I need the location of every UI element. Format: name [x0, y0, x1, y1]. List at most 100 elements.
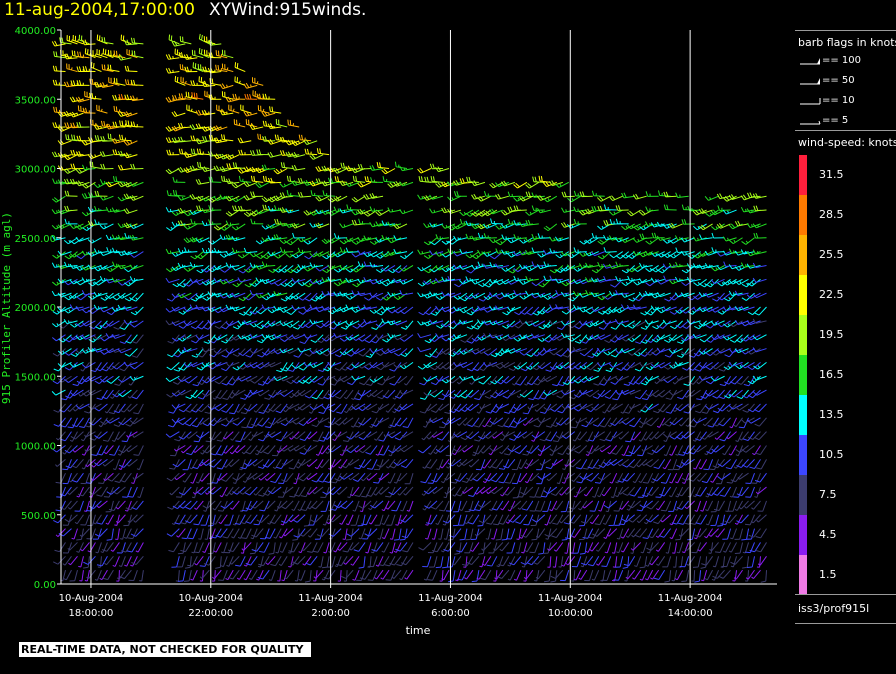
wind-barb-1490 [346, 248, 359, 253]
wind-barb-1044 [266, 556, 275, 564]
wind-barb-2035 [486, 529, 491, 540]
wind-barb-2268 [528, 404, 539, 409]
wind-barb-2 [55, 542, 66, 551]
wind-barb-2427 [564, 473, 574, 479]
wind-barb-2239 [523, 432, 533, 439]
wind-barb-116 [72, 459, 84, 467]
wind-barb-1134 [274, 234, 287, 239]
wind-barb-1669 [390, 556, 402, 565]
wind-barb-1413 [340, 515, 348, 525]
wind-barb-1553 [358, 164, 371, 169]
wind-barb-880 [229, 105, 240, 113]
wind-barb-1730 [404, 487, 413, 495]
wind-barb-289 [107, 529, 114, 541]
wind-barb-589 [178, 221, 191, 226]
wind-barb-208 [82, 182, 95, 188]
wind-barb-2282 [525, 210, 538, 215]
wind-barb-2176 [508, 515, 520, 523]
wind-barb-1169 [280, 182, 293, 187]
wind-barb-192 [84, 418, 95, 427]
wind-barb-1923 [460, 529, 467, 540]
wind-barb-1974 [460, 178, 473, 183]
wind-barb-2177 [511, 501, 521, 509]
wind-barb-2418 [555, 237, 568, 241]
wind-barb-1550 [359, 219, 371, 224]
wind-barb-2308 [532, 248, 545, 253]
wind-barb-1105 [268, 178, 281, 183]
wind-barb-2116 [497, 570, 509, 578]
wind-barb-381 [112, 138, 125, 143]
wind-barb-511 [167, 349, 179, 357]
wind-barb-1666 [383, 176, 395, 182]
wind-barb-1870 [445, 473, 455, 480]
wind-barb-2229 [524, 570, 533, 579]
wind-barb-1005 [251, 176, 263, 183]
wind-barb-945 [241, 105, 252, 113]
wind-barb-664 [191, 136, 203, 141]
wind-barb-884 [241, 542, 245, 553]
wind-barb-1332 [318, 418, 329, 423]
wind-barb-1912 [448, 276, 461, 281]
wind-barb-1409 [344, 570, 347, 581]
wind-barb-1735 [403, 418, 413, 428]
wind-barb-1463 [340, 223, 353, 227]
wind-barb-610 [186, 446, 197, 455]
wind-barb-1751 [424, 570, 431, 580]
wind-barb-915 [235, 62, 245, 71]
wind-barb-1265 [307, 542, 317, 552]
wind-barb-646 [191, 404, 203, 412]
wind-barb-63 [58, 165, 71, 170]
wind-barb-1777 [418, 168, 431, 173]
wind-barb-172 [76, 151, 89, 156]
wind-barb-65 [58, 140, 71, 145]
wind-barb-977 [244, 83, 257, 88]
wind-barb-1065 [262, 262, 275, 267]
wind-barb-996 [250, 321, 263, 327]
wind-barb-568 [182, 529, 192, 539]
wind-barb-1709 [395, 390, 407, 398]
wind-barb-1160 [280, 307, 293, 312]
wind-barb-1966 [460, 320, 473, 324]
wind-barb-503 [169, 459, 179, 469]
wind-barb-682 [197, 404, 209, 412]
wind-barb-920 [240, 515, 251, 524]
wind-barb-950 [246, 515, 258, 524]
wind-barb-325 [114, 515, 119, 526]
wind-barb-1016 [259, 501, 269, 511]
wind-barb-96 [65, 206, 78, 211]
wind-barb-78 [66, 459, 78, 468]
wind-barb-1729 [407, 501, 413, 511]
wind-barb-703 [199, 76, 209, 85]
wind-barb-673 [205, 529, 210, 540]
wind-barb-2199 [508, 192, 521, 197]
wind-barb-600 [180, 36, 191, 44]
wind-barb-2284 [526, 182, 539, 188]
wind-barb-1839 [444, 529, 449, 540]
wind-barb-2131 [496, 362, 509, 368]
wind-barb-1262 [299, 135, 311, 141]
wind-barb-1415 [337, 487, 347, 494]
wind-barb-659 [191, 219, 203, 224]
wind-barb-1725 [401, 556, 413, 564]
wind-barb-1154 [280, 390, 293, 396]
wind-barb-734 [202, 167, 215, 172]
wind-barb-1335 [318, 376, 329, 385]
wind-barb-1694 [388, 207, 401, 212]
wind-barb-1292 [314, 570, 323, 578]
wind-barb-2201 [522, 556, 527, 567]
wind-barb-2233 [523, 515, 532, 525]
wind-barb-224 [92, 459, 102, 467]
wind-barb-603 [192, 542, 198, 552]
wind-barb-2431 [565, 418, 575, 425]
wind-barb-200 [82, 307, 95, 313]
wind-barb-1320 [310, 154, 323, 159]
wind-barb-910 [232, 182, 245, 187]
wind-barb-647 [191, 390, 204, 398]
wind-barb-2031 [471, 181, 484, 186]
wind-barb-1525 [360, 570, 371, 579]
wind-barb-540 [174, 432, 185, 441]
wind-barb-479 [130, 321, 143, 327]
wind-barb-1264 [306, 556, 318, 565]
wind-barb-708 [204, 556, 215, 565]
wind-barb-1297 [311, 501, 323, 509]
